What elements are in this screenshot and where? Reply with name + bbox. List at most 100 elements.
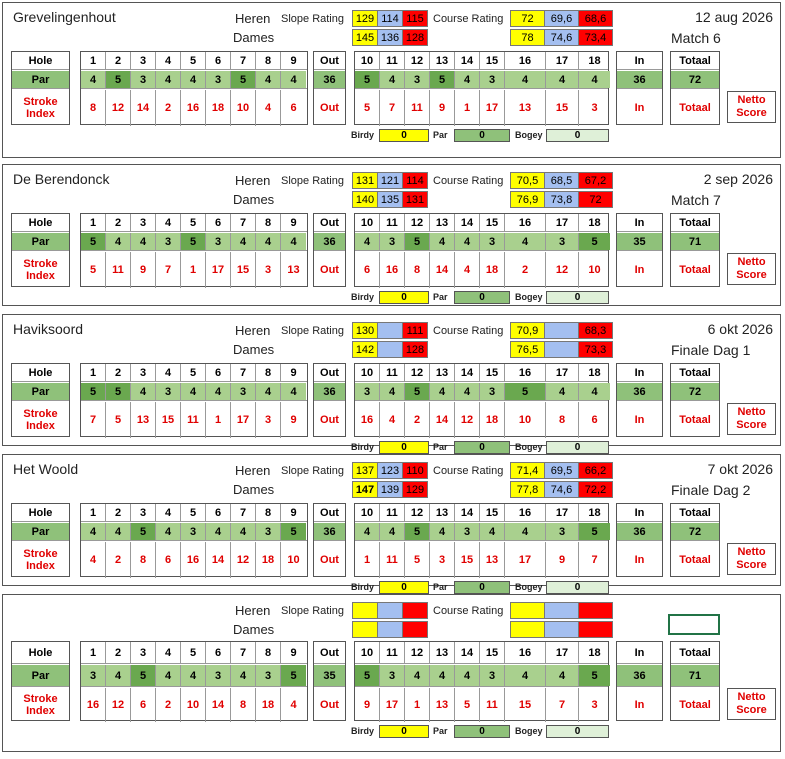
hole-number[interactable]: 18 xyxy=(588,54,601,67)
par-value[interactable]: 4 xyxy=(579,71,610,88)
par-value[interactable]: 4 xyxy=(256,233,281,250)
hole-number[interactable]: 14 xyxy=(455,642,480,663)
hole-number[interactable]: 10 xyxy=(355,52,380,69)
par-count[interactable]: 0 xyxy=(454,581,510,594)
hole-number[interactable]: 3 xyxy=(131,214,156,231)
stroke-index-value[interactable]: 12 xyxy=(455,402,480,438)
stroke-index-value[interactable]: 15 xyxy=(455,542,480,578)
stroke-index-value[interactable]: 10 xyxy=(287,554,300,566)
hole-number[interactable]: 12 xyxy=(405,364,430,381)
stroke-index-value[interactable]: 6 xyxy=(290,102,297,114)
stroke-index-value[interactable]: 17 xyxy=(206,252,231,288)
stroke-index-value[interactable]: 8 xyxy=(405,252,430,288)
hole-number[interactable]: 11 xyxy=(380,52,405,69)
stroke-index-value[interactable]: 17 xyxy=(231,402,256,438)
hole-number[interactable]: 8 xyxy=(256,214,281,231)
par-value[interactable]: 5 xyxy=(405,383,430,400)
par-value[interactable]: 4 xyxy=(355,523,380,540)
par-value[interactable]: 4 xyxy=(380,71,405,88)
stroke-index-value[interactable]: 18 xyxy=(206,90,231,126)
par-value[interactable]: 3 xyxy=(206,233,231,250)
hole-number[interactable]: 17 xyxy=(546,214,579,231)
stroke-index-value[interactable]: 3 xyxy=(591,102,598,114)
stroke-index-value[interactable]: 13 xyxy=(131,402,156,438)
hole-number[interactable]: 1 xyxy=(81,504,106,521)
hole-number[interactable]: 10 xyxy=(355,364,380,381)
stroke-index-value[interactable]: 14 xyxy=(430,252,455,288)
par-value[interactable]: 4 xyxy=(430,665,455,686)
stroke-index-value[interactable]: 1 xyxy=(206,402,231,438)
stroke-index-value[interactable]: 16 xyxy=(355,402,380,438)
hole-number[interactable]: 7 xyxy=(231,52,256,69)
stroke-index-value[interactable]: 10 xyxy=(588,264,601,276)
stroke-index-value[interactable]: 3 xyxy=(256,252,281,288)
stroke-index-value[interactable]: 17 xyxy=(480,90,505,126)
hole-number[interactable]: 6 xyxy=(206,214,231,231)
par-value[interactable]: 3 xyxy=(131,71,156,88)
in-par-total[interactable]: 36 xyxy=(617,665,662,686)
par-value[interactable]: 3 xyxy=(380,665,405,686)
par-value[interactable]: 3 xyxy=(231,383,256,400)
par-value[interactable]: 3 xyxy=(380,233,405,250)
par-value[interactable]: 4 xyxy=(106,523,131,540)
par-value[interactable]: 3 xyxy=(206,71,231,88)
hole-number[interactable]: 15 xyxy=(480,364,505,381)
par-count[interactable]: 0 xyxy=(454,129,510,142)
hole-number[interactable]: 16 xyxy=(505,52,546,69)
stroke-index-value[interactable]: 9 xyxy=(355,688,380,722)
hole-number[interactable]: 7 xyxy=(231,364,256,381)
par-value[interactable]: 3 xyxy=(546,523,579,540)
stroke-index-value[interactable]: 4 xyxy=(290,699,297,711)
stroke-index-value[interactable]: 14 xyxy=(206,688,231,722)
hole-number[interactable]: 12 xyxy=(405,52,430,69)
par-value[interactable]: 4 xyxy=(131,383,156,400)
stroke-index-value[interactable]: 5 xyxy=(81,252,106,288)
hole-number[interactable]: 13 xyxy=(430,642,455,663)
stroke-index-value[interactable]: 4 xyxy=(455,252,480,288)
stroke-index-value[interactable]: 9 xyxy=(131,252,156,288)
birdy-count[interactable]: 0 xyxy=(379,291,429,304)
par-value[interactable]: 3 xyxy=(480,383,505,400)
bogey-count[interactable]: 0 xyxy=(546,725,609,738)
hole-number[interactable]: 8 xyxy=(256,504,281,521)
par-value[interactable]: 4 xyxy=(281,71,306,88)
bogey-count[interactable]: 0 xyxy=(546,441,609,454)
par-value[interactable]: 5 xyxy=(355,71,380,88)
stroke-index-value[interactable]: 1 xyxy=(455,90,480,126)
par-value[interactable]: 4 xyxy=(206,383,231,400)
par-value[interactable]: 3 xyxy=(480,665,505,686)
stroke-index-value[interactable]: 11 xyxy=(380,542,405,578)
total-par[interactable]: 71 xyxy=(671,665,719,686)
par-value[interactable]: 4 xyxy=(455,71,480,88)
par-value[interactable]: 4 xyxy=(106,233,131,250)
hole-number[interactable]: 4 xyxy=(156,52,181,69)
hole-number[interactable]: 13 xyxy=(430,364,455,381)
hole-number[interactable]: 12 xyxy=(405,504,430,521)
stroke-index-value[interactable]: 16 xyxy=(81,688,106,722)
hole-number[interactable]: 3 xyxy=(131,364,156,381)
hole-number[interactable]: 10 xyxy=(355,504,380,521)
stroke-index-value[interactable]: 8 xyxy=(131,542,156,578)
par-value[interactable]: 3 xyxy=(181,523,206,540)
hole-number[interactable]: 4 xyxy=(156,504,181,521)
total-par[interactable]: 72 xyxy=(671,523,719,540)
hole-number[interactable]: 16 xyxy=(505,214,546,231)
hole-number[interactable]: 15 xyxy=(480,214,505,231)
par-value[interactable]: 4 xyxy=(181,71,206,88)
hole-number[interactable]: 9 xyxy=(290,216,297,229)
hole-number[interactable]: 13 xyxy=(430,52,455,69)
stroke-index-value[interactable]: 18 xyxy=(256,688,281,722)
par-value[interactable]: 3 xyxy=(256,665,281,686)
hole-number[interactable]: 16 xyxy=(505,642,546,663)
par-value[interactable]: 4 xyxy=(546,71,579,88)
stroke-index-value[interactable]: 13 xyxy=(505,90,546,126)
par-value[interactable]: 4 xyxy=(430,383,455,400)
par-value[interactable]: 3 xyxy=(156,233,181,250)
total-par[interactable]: 71 xyxy=(671,233,719,250)
hole-number[interactable]: 11 xyxy=(380,642,405,663)
stroke-index-value[interactable]: 13 xyxy=(480,542,505,578)
out-par-total[interactable]: 36 xyxy=(314,233,345,250)
hole-number[interactable]: 16 xyxy=(505,504,546,521)
hole-number[interactable]: 17 xyxy=(546,642,579,663)
par-value[interactable]: 5 xyxy=(181,233,206,250)
